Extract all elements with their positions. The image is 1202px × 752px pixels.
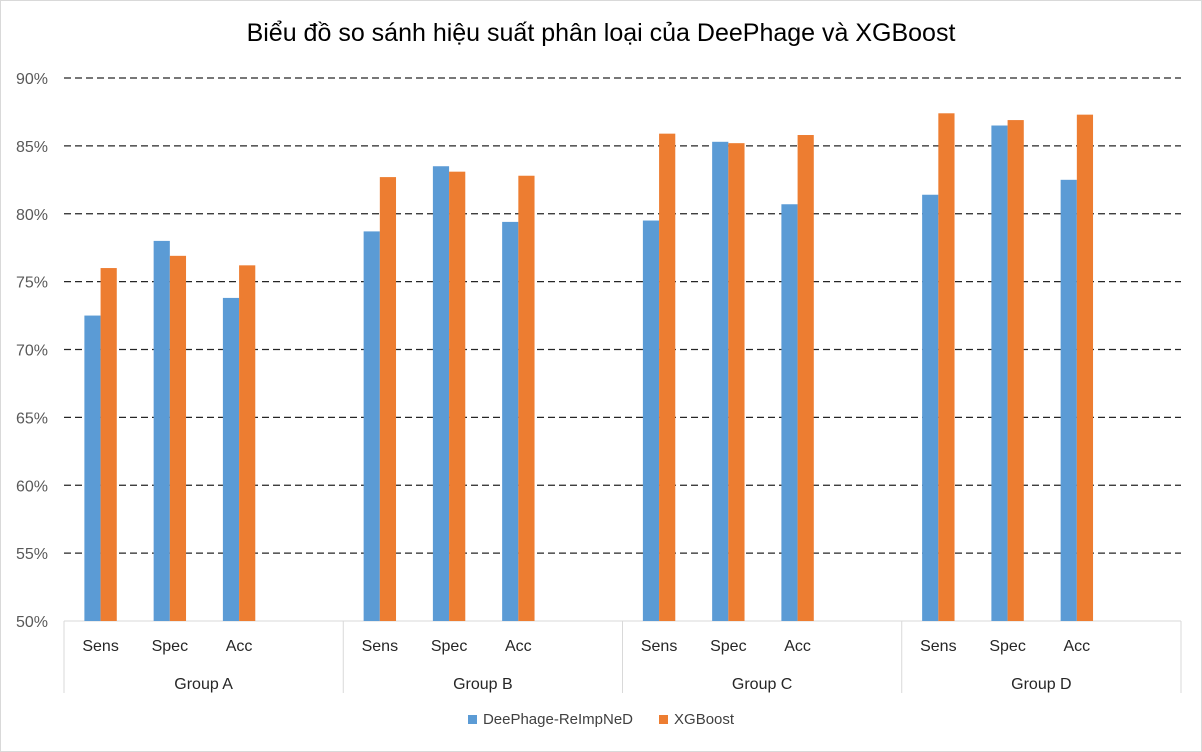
x-metric-label: Sens bbox=[82, 638, 118, 655]
x-metric-label: Spec bbox=[989, 638, 1025, 655]
bar-series-1 bbox=[153, 240, 170, 621]
bar-series-1 bbox=[502, 221, 519, 621]
x-metric-label: Sens bbox=[920, 638, 956, 655]
x-group-label: Group B bbox=[453, 676, 513, 693]
legend-label-series-2: XGBoost bbox=[674, 711, 735, 728]
bar-series-1 bbox=[1060, 179, 1077, 621]
bar-series-2 bbox=[169, 255, 187, 621]
y-tick-label: 80% bbox=[16, 207, 48, 224]
x-metric-label: Acc bbox=[226, 638, 253, 655]
legend-item-series-2: XGBoost bbox=[659, 711, 734, 728]
y-tick-label: 85% bbox=[16, 139, 48, 156]
legend-item-series-1: DeePhage-ReImpNeD bbox=[467, 711, 634, 728]
x-metric-label: Spec bbox=[710, 638, 746, 655]
y-tick-label: 90% bbox=[16, 71, 48, 88]
bar-series-1 bbox=[432, 166, 450, 622]
legend: DeePhage-ReImpNeD XGBoost bbox=[1, 711, 1201, 728]
x-metric-label: Acc bbox=[784, 638, 811, 655]
x-group-label: Group C bbox=[732, 676, 792, 693]
y-tick-label: 70% bbox=[16, 343, 48, 360]
y-tick-label: 50% bbox=[16, 614, 48, 631]
x-metric-label: Sens bbox=[641, 638, 677, 655]
legend-swatch-series-1 bbox=[467, 715, 477, 724]
x-metric-label: Acc bbox=[1064, 638, 1091, 655]
x-metric-label: Spec bbox=[431, 638, 467, 655]
bar-series-2 bbox=[728, 143, 745, 621]
x-metric-label: Acc bbox=[505, 638, 532, 655]
bar-series-2 bbox=[659, 133, 676, 621]
bar-series-1 bbox=[781, 204, 798, 621]
bar-series-2 bbox=[518, 175, 535, 622]
x-metric-label: Sens bbox=[362, 638, 398, 655]
y-tick-label: 75% bbox=[16, 275, 48, 292]
bar-series-1 bbox=[922, 194, 939, 621]
y-tick-label: 55% bbox=[16, 546, 48, 563]
bar-series-1 bbox=[642, 220, 660, 621]
bar-series-2 bbox=[1076, 114, 1094, 621]
legend-swatch-series-2 bbox=[659, 715, 669, 724]
bar-series-2 bbox=[239, 265, 256, 621]
bar-series-2 bbox=[100, 268, 117, 621]
bar-series-2 bbox=[449, 171, 466, 622]
bar-series-1 bbox=[991, 125, 1008, 621]
bar-series-1 bbox=[84, 315, 101, 621]
x-metric-label: Spec bbox=[152, 638, 188, 655]
bar-series-1 bbox=[222, 297, 240, 621]
y-tick-label: 65% bbox=[16, 410, 48, 427]
bar-series-1 bbox=[363, 231, 380, 621]
bar-series-2 bbox=[1007, 120, 1024, 622]
bar-series-2 bbox=[379, 177, 397, 621]
chart-title: Biểu đồ so sánh hiệu suất phân loại của … bbox=[246, 19, 956, 47]
bar-series-2 bbox=[797, 135, 814, 621]
bar-series-2 bbox=[938, 113, 955, 622]
y-tick-label: 60% bbox=[16, 478, 48, 495]
bar-series-1 bbox=[712, 141, 729, 622]
x-group-label: Group A bbox=[174, 676, 233, 693]
legend-label-series-1: DeePhage-ReImpNeD bbox=[482, 711, 634, 728]
x-group-label: Group D bbox=[1011, 676, 1071, 693]
